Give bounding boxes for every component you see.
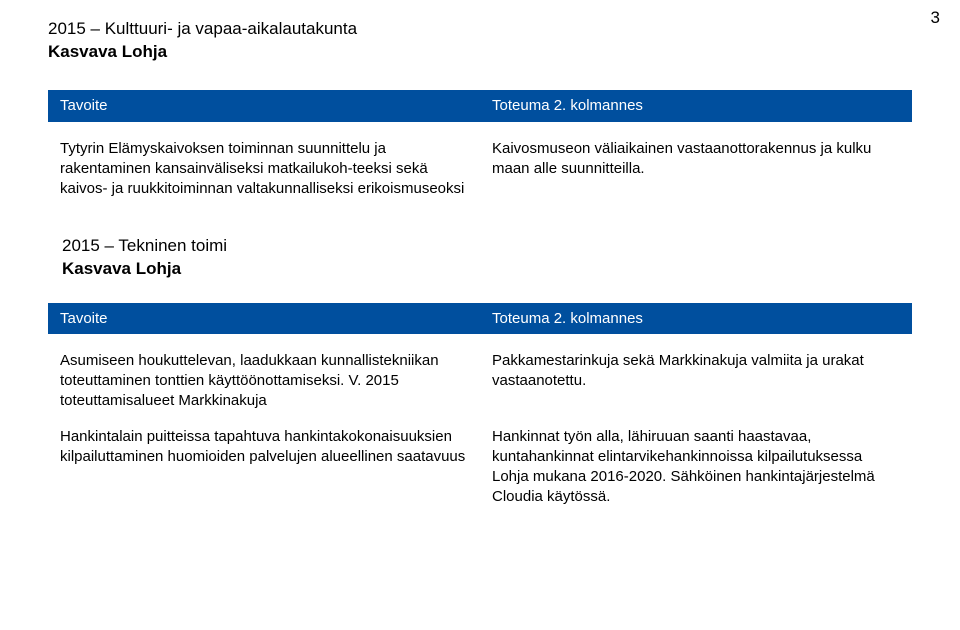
section1-heading: 2015 – Kulttuuri- ja vapaa-aikalautakunt… <box>48 18 912 64</box>
section2-title-line1: 2015 – Tekninen toimi <box>62 236 227 255</box>
section1-title-line1: 2015 – Kulttuuri- ja vapaa-aikalautakunt… <box>48 19 357 38</box>
section2-title-line2: Kasvava Lohja <box>62 259 181 278</box>
cell-tavoite: Asumiseen houkuttelevan, laadukkaan kunn… <box>48 343 480 419</box>
table-row: Asumiseen houkuttelevan, laadukkaan kunn… <box>48 343 912 419</box>
section2-table: Tavoite Toteuma 2. kolmannes Asumiseen h… <box>48 301 912 516</box>
table-row: Tytyrin Elämyskaivoksen toiminnan suunni… <box>48 131 912 207</box>
cell-tavoite: Tytyrin Elämyskaivoksen toiminnan suunni… <box>48 131 480 207</box>
cell-tavoite: Hankintalain puitteissa tapahtuva hankin… <box>48 419 480 515</box>
table-header-right: Toteuma 2. kolmannes <box>480 89 912 123</box>
section1-title-line2: Kasvava Lohja <box>48 42 167 61</box>
table-row: Hankintalain puitteissa tapahtuva hankin… <box>48 419 912 515</box>
cell-toteuma: Kaivosmuseon väliaikainen vastaanottorak… <box>480 131 912 207</box>
cell-toteuma: Hankinnat työn alla, lähiruuan saanti ha… <box>480 419 912 515</box>
section-culture: 2015 – Kulttuuri- ja vapaa-aikalautakunt… <box>48 18 912 207</box>
page-number: 3 <box>931 8 940 28</box>
section1-table: Tavoite Toteuma 2. kolmannes Tytyrin Elä… <box>48 88 912 207</box>
table-header-left: Tavoite <box>48 302 480 336</box>
section-technical: Tavoite Toteuma 2. kolmannes Asumiseen h… <box>48 301 912 516</box>
section2-heading: 2015 – Tekninen toimi Kasvava Lohja <box>62 235 912 281</box>
cell-toteuma: Pakkamestarinkuja sekä Markkinakuja valm… <box>480 343 912 419</box>
table-header-right: Toteuma 2. kolmannes <box>480 302 912 336</box>
table-header-left: Tavoite <box>48 89 480 123</box>
